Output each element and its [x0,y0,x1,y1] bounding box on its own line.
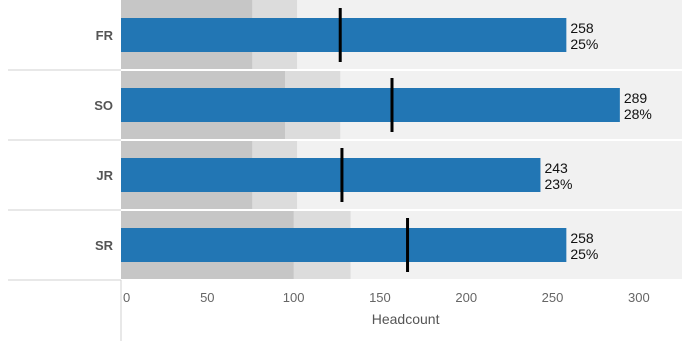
value-label-sr: 258 [570,230,594,246]
x-tick-label-0: 0 [123,290,130,305]
category-label-sr: SR [95,238,114,253]
x-axis-title: Headcount [372,311,440,327]
category-label-fr: FR [96,28,114,43]
bar-jr[interactable] [121,158,541,192]
value-label-jr: 243 [544,160,568,176]
value-label-so: 289 [624,90,648,106]
bar-fr[interactable] [121,18,567,52]
percent-label-sr: 25% [570,246,598,262]
percent-label-so: 28% [624,106,652,122]
percent-label-jr: 23% [544,176,572,192]
category-label-jr: JR [96,168,113,183]
percent-label-fr: 25% [570,36,598,52]
x-tick-label-300: 300 [628,290,650,305]
x-tick-label-200: 200 [455,290,477,305]
x-tick-label-50: 50 [200,290,214,305]
x-tick-label-250: 250 [542,290,564,305]
bar-sr[interactable] [121,228,567,262]
x-tick-label-150: 150 [369,290,391,305]
category-label-so: SO [94,98,113,113]
value-label-fr: 258 [570,20,594,36]
x-tick-label-100: 100 [283,290,305,305]
bar-so[interactable] [121,88,620,122]
